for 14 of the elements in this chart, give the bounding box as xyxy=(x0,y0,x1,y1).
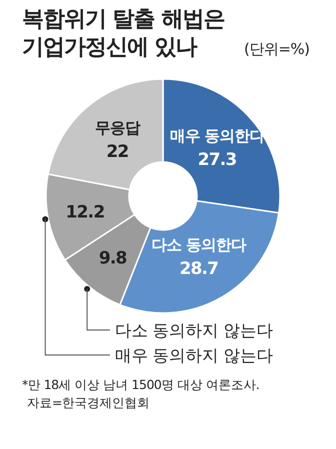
text: 자료=한국경제인협회 xyxy=(26,394,150,412)
slice-label: 매우 동의한다 xyxy=(170,127,266,146)
slice-label: 무응답 xyxy=(94,118,141,137)
data-label: 12.2 xyxy=(66,202,104,222)
data-label: 27.3 xyxy=(198,150,236,170)
slice-label: 다소 동의한다 xyxy=(152,236,248,254)
chart-subtitle: (단위=%) xyxy=(244,40,310,58)
data-label: 9.8 xyxy=(98,248,127,269)
slice-label: 매우 동의하지 않는다 xyxy=(115,346,274,365)
data-label: 22 xyxy=(106,142,128,162)
chart-title: 복합위기 탈출 해법은 기업가정신에 있나 xyxy=(22,6,226,62)
slice-label: 다소 동의하지 않는다 xyxy=(115,321,274,340)
data-label: 28.7 xyxy=(179,258,218,279)
text: *만 18세 이상 남녀 1500명 대상 여론조사. xyxy=(22,376,260,394)
